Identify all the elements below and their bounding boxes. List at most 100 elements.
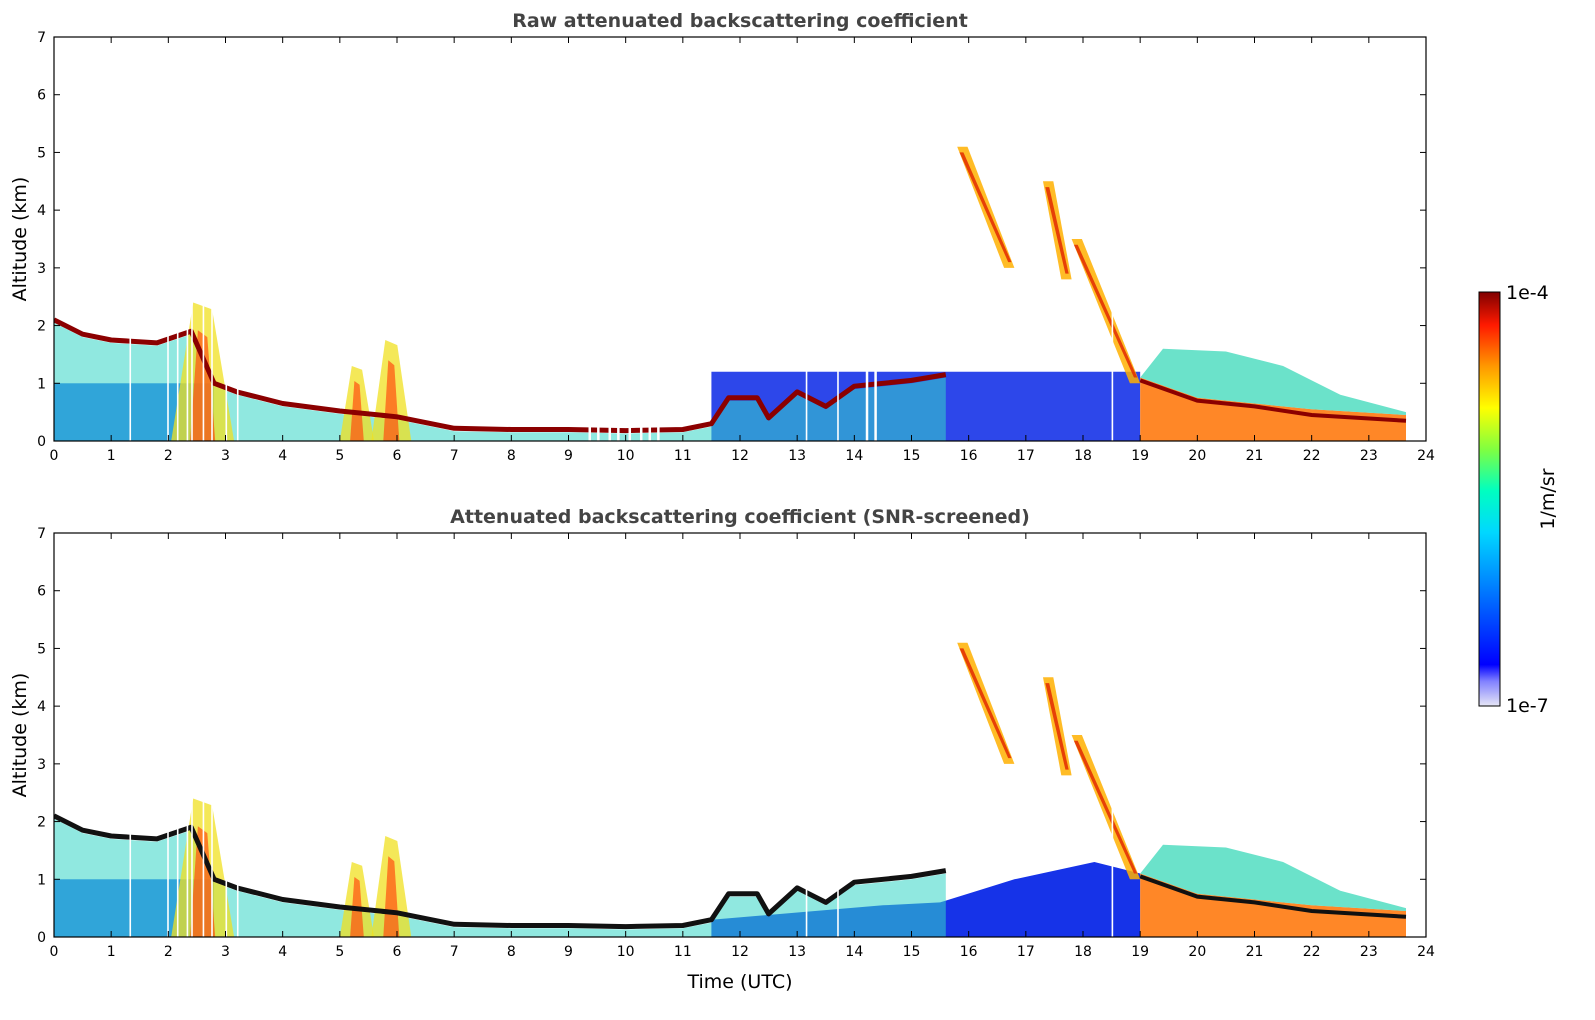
x-tick-label: 11 — [674, 448, 692, 464]
x-tick-label: 23 — [1360, 448, 1378, 464]
x-tick-label: 19 — [1131, 944, 1149, 960]
cirrus-streak-core — [959, 648, 1012, 759]
evening-upper-aerosol — [1140, 844, 1406, 911]
x-tick-label: 5 — [335, 448, 344, 464]
x-tick-label: 5 — [335, 944, 344, 960]
raw-clear-gap — [568, 345, 706, 441]
x-tick-label: 8 — [507, 944, 516, 960]
bottom-panel-ticks: 0 1 2 3 4 5 6 7 8 9 10 11 12 13 14 15 16 17 18 19 20 21 22 23 24… — [37, 526, 1435, 960]
y-tick-label: 2 — [37, 319, 46, 335]
x-tick-label: 9 — [564, 448, 573, 464]
cirrus-streak-core — [1073, 244, 1138, 378]
y-tick-label: 4 — [37, 203, 46, 219]
missing-profile-gap — [202, 533, 205, 937]
missing-profile-gap — [837, 533, 839, 937]
x-tick-label: 20 — [1188, 448, 1206, 464]
missing-profile-gap — [186, 533, 189, 937]
cirrus-streak-core — [959, 152, 1012, 263]
missing-profile-gap — [588, 37, 592, 441]
missing-profile-gap — [865, 37, 869, 441]
colorbar-min-label: 1e-7 — [1506, 695, 1549, 717]
x-tick-label: 18 — [1074, 944, 1092, 960]
x-tick-label: 14 — [845, 448, 863, 464]
x-tick-label: 4 — [278, 448, 287, 464]
x-tick-label: 7 — [450, 944, 459, 960]
missing-profile-gap — [657, 37, 660, 441]
boundary-layer-top-line — [54, 813, 947, 930]
evening-layer-top-line — [1139, 378, 1407, 423]
x-tick-label: 2 — [164, 944, 173, 960]
x-tick-label: 17 — [1017, 944, 1035, 960]
top-panel-title: Raw attenuated backscattering coefficien… — [512, 10, 968, 32]
x-tick-label: 3 — [221, 448, 230, 464]
x-tick-label: 2 — [164, 448, 173, 464]
missing-profile-gap — [608, 37, 612, 441]
evening-layer-top-line — [1139, 874, 1407, 919]
x-tick-label: 16 — [960, 448, 978, 464]
missing-profile-gap — [617, 37, 620, 441]
x-tick-label: 17 — [1017, 448, 1035, 464]
y-tick-label: 0 — [37, 434, 46, 450]
missing-profile-gap — [597, 37, 600, 441]
cirrus-streak-core — [1073, 740, 1138, 874]
missing-profile-gap — [176, 533, 179, 937]
missing-profile-gap — [167, 533, 169, 937]
y-tick-label: 7 — [37, 526, 46, 542]
x-axis-label: Time (UTC) — [686, 971, 792, 993]
y-tick-label: 5 — [37, 145, 46, 161]
x-tick-label: 13 — [788, 944, 806, 960]
x-tick-label: 21 — [1246, 944, 1264, 960]
x-tick-label: 8 — [507, 448, 516, 464]
bottom-panel-plot-area — [54, 533, 1407, 937]
missing-profile-gap — [129, 533, 132, 937]
missing-profile-gap — [639, 37, 643, 441]
x-tick-label: 4 — [278, 944, 287, 960]
missing-profile-gap — [129, 37, 132, 441]
bottom-panel-title: Attenuated backscattering coefficient (S… — [450, 506, 1030, 528]
boundary-layer-fill — [54, 818, 946, 937]
missing-profile-gap — [1111, 37, 1114, 441]
missing-profile-gap — [191, 533, 193, 937]
missing-profile-gap — [211, 37, 213, 441]
x-tick-label: 1 — [107, 448, 116, 464]
colorbar-units-label: 1/m/sr — [1537, 468, 1559, 529]
x-tick-label: 10 — [617, 944, 635, 960]
x-tick-label: 22 — [1303, 944, 1321, 960]
missing-profile-gap — [628, 37, 632, 441]
x-tick-label: 0 — [50, 944, 59, 960]
x-tick-label: 18 — [1074, 448, 1092, 464]
x-tick-label: 11 — [674, 944, 692, 960]
colorbar-max-label: 1e-4 — [1506, 282, 1549, 304]
convective-plume-core — [383, 856, 400, 937]
missing-profile-gap — [176, 37, 179, 441]
x-tick-label: 1 — [107, 944, 116, 960]
x-tick-label: 24 — [1417, 944, 1435, 960]
x-tick-label: 6 — [393, 448, 402, 464]
x-tick-label: 0 — [50, 448, 59, 464]
cirrus-streak-core — [1045, 683, 1069, 770]
colorbar — [1478, 291, 1501, 707]
x-tick-label: 24 — [1417, 448, 1435, 464]
y-tick-label: 6 — [37, 88, 46, 104]
cirrus-streak-core — [1045, 187, 1069, 274]
x-tick-label: 19 — [1131, 448, 1149, 464]
missing-profile-gap — [186, 37, 189, 441]
x-tick-label: 21 — [1246, 448, 1264, 464]
y-tick-label: 0 — [37, 930, 46, 946]
x-tick-label: 7 — [450, 448, 459, 464]
missing-profile-gap — [191, 37, 193, 441]
y-tick-label: 6 — [37, 584, 46, 600]
evening-upper-aerosol — [1140, 348, 1406, 415]
convective-plume-core — [383, 360, 400, 441]
missing-profile-gap — [805, 37, 808, 441]
x-tick-label: 10 — [617, 448, 635, 464]
missing-profile-gap — [648, 37, 652, 441]
x-tick-label: 3 — [221, 944, 230, 960]
x-tick-label: 20 — [1188, 944, 1206, 960]
x-tick-label: 15 — [903, 448, 921, 464]
missing-profile-gap — [805, 533, 808, 937]
y-tick-label: 4 — [37, 699, 46, 715]
missing-profile-gap — [236, 533, 239, 937]
missing-profile-gap — [202, 37, 205, 441]
